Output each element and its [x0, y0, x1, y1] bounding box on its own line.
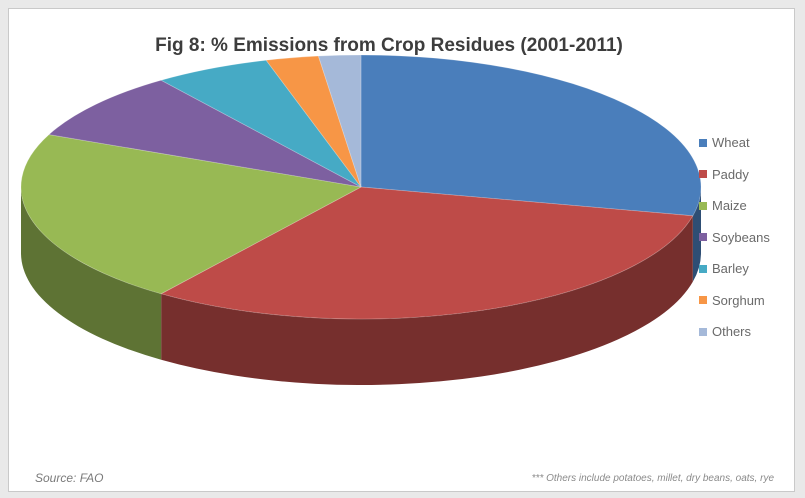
pie-sides — [21, 187, 701, 385]
legend-label: Paddy — [712, 166, 749, 182]
legend-label: Soybeans — [712, 229, 770, 245]
legend-label: Sorghum — [712, 292, 765, 308]
legend-swatch — [699, 264, 707, 273]
footnote: *** Others include potatoes, millet, dry… — [531, 473, 774, 484]
legend-label: Barley — [712, 261, 749, 277]
legend-label: Wheat — [712, 135, 750, 151]
pie-slice-sorghum — [265, 55, 362, 188]
legend-item-wheat: Wheat — [699, 127, 794, 159]
legend-item-soybeans: Soybeans — [699, 222, 794, 254]
pie-slice-soybeans — [48, 79, 362, 188]
legend-label: Maize — [712, 198, 747, 214]
legend-item-sorghum: Sorghum — [699, 285, 794, 317]
legend-item-barley: Barley — [699, 253, 794, 285]
source-caption: Source: FAO — [35, 471, 104, 485]
pie-slice-maize — [20, 134, 363, 295]
legend-swatch — [699, 201, 707, 210]
legend-label: Others — [712, 324, 752, 340]
pie-side-wheat — [692, 187, 701, 282]
legend-swatch — [699, 296, 707, 305]
chart-container: Fig 8: % Emissions from Crop Residues (2… — [8, 8, 795, 492]
pie-slice-barley — [160, 59, 362, 188]
pie-slice-paddy — [160, 186, 694, 320]
pie-chart — [20, 54, 702, 385]
pie-slice-others — [317, 54, 362, 188]
legend-swatch — [699, 327, 707, 336]
pie-slice-wheat — [360, 54, 702, 217]
legend-item-maize: Maize — [699, 190, 794, 222]
legend-item-others: Others — [699, 316, 794, 348]
legend-item-paddy: Paddy — [699, 159, 794, 191]
chart-legend: Wheat Paddy Maize Soybeans Barley Sorghum Othe… — [699, 127, 794, 348]
legend-swatch — [699, 138, 707, 147]
legend-swatch — [699, 233, 707, 242]
pie-side-maize — [21, 187, 162, 360]
pie-top — [20, 54, 702, 320]
legend-swatch — [699, 170, 707, 179]
pie-side-paddy — [161, 215, 693, 385]
chart-title: Fig 8: % Emissions from Crop Residues (2… — [155, 35, 623, 56]
